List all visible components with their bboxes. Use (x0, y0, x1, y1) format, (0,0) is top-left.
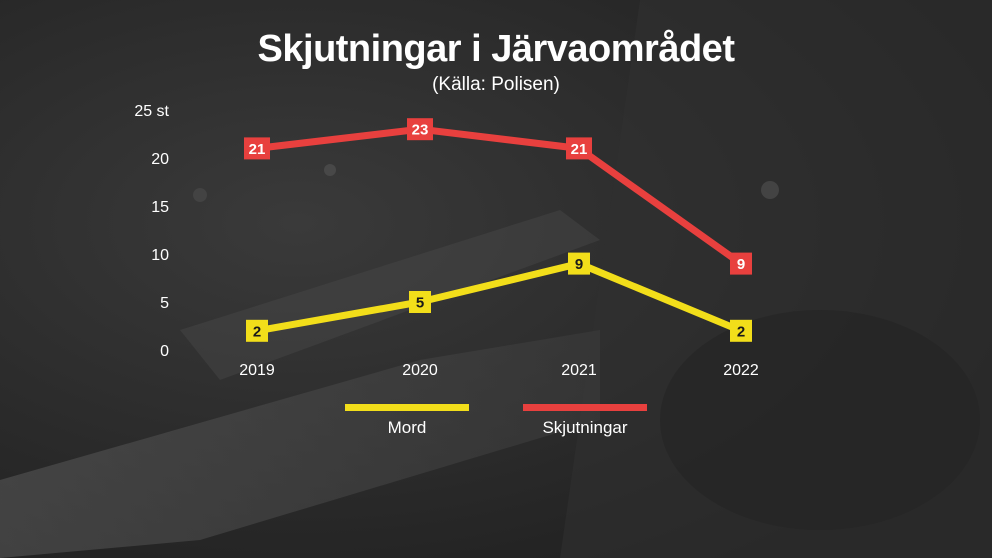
data-point-skjutningar: 9 (730, 252, 752, 275)
y-tick-label: 5 (160, 295, 169, 312)
x-axis: 2019 2020 2021 2022 (239, 362, 759, 379)
legend-label-mord: Mord (387, 418, 427, 437)
data-point-mord: 5 (409, 291, 431, 313)
legend-swatch-skjutningar (523, 404, 647, 411)
data-label: 21 (571, 141, 588, 158)
data-marker (730, 252, 752, 275)
y-tick-label: 0 (160, 343, 169, 360)
data-label: 5 (416, 295, 424, 312)
data-label: 23 (412, 122, 429, 139)
x-tick-label: 2020 (402, 362, 438, 379)
data-marker (244, 137, 270, 160)
x-tick-label: 2022 (723, 362, 759, 379)
series-line-mord (256, 259, 743, 335)
chart-title: Skjutningar i Järvaområdet (257, 28, 735, 70)
data-point-skjutningar: 21 (244, 137, 270, 160)
y-axis-unit-label: 25 st (134, 103, 169, 120)
data-point-skjutningar: 23 (407, 118, 433, 141)
data-label: 2 (253, 323, 261, 340)
data-marker (246, 319, 268, 342)
y-axis: 0 5 10 15 20 (151, 151, 169, 360)
series-lines (256, 125, 744, 335)
data-labels: 2 5 9 2 21 23 21 9 (244, 118, 752, 342)
series-line-skjutningar (256, 125, 744, 267)
data-point-mord: 2 (730, 319, 752, 342)
y-tick-label: 20 (151, 151, 169, 168)
legend-item-mord: Mord (345, 404, 469, 438)
data-marker (730, 319, 752, 342)
data-marker (407, 118, 433, 141)
data-point-mord: 9 (568, 252, 590, 275)
legend-item-skjutningar: Skjutningar (523, 404, 647, 438)
legend-label-skjutningar: Skjutningar (542, 418, 628, 437)
data-marker (409, 291, 431, 313)
data-label: 9 (575, 256, 583, 273)
data-marker (568, 252, 590, 275)
data-label: 2 (737, 323, 745, 340)
chart-subtitle: (Källa: Polisen) (432, 74, 560, 95)
x-tick-label: 2019 (239, 362, 275, 379)
legend-swatch-mord (345, 404, 469, 411)
data-marker (566, 137, 592, 160)
data-label: 21 (249, 141, 266, 158)
data-label: 9 (737, 256, 745, 273)
y-tick-label: 15 (151, 199, 169, 216)
y-tick-label: 10 (151, 247, 169, 264)
data-point-mord: 2 (246, 319, 268, 342)
x-tick-label: 2021 (561, 362, 597, 379)
data-point-skjutningar: 21 (566, 137, 592, 160)
